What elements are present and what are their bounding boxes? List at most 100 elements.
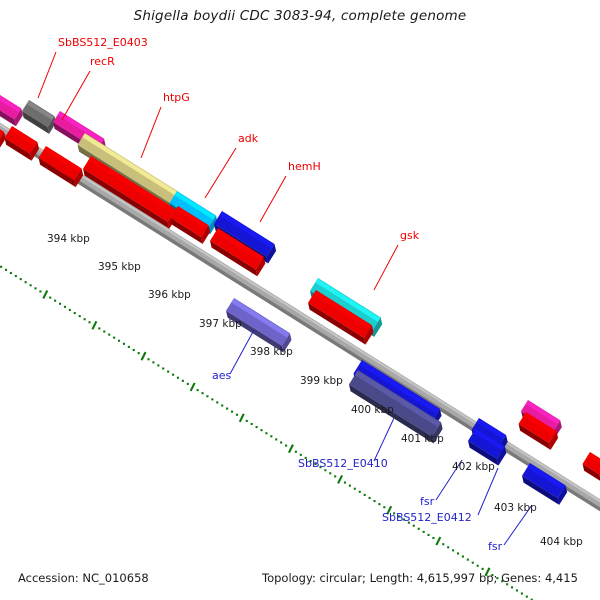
gene-bar-highlight (174, 191, 216, 220)
gene-red-d[interactable] (207, 228, 268, 277)
gene-red-gsk[interactable] (305, 290, 376, 345)
label-fsr-2[interactable]: fsr (488, 540, 503, 553)
gene-bar-highlight (26, 100, 54, 120)
ruler-minor-tick (319, 466, 322, 469)
ruler-minor-tick (383, 506, 386, 509)
ruler-minor-tick (29, 284, 32, 287)
gene-blue-fsr1[interactable] (465, 428, 509, 466)
ruler-major-tick (238, 413, 245, 423)
ruler-minor-tick (235, 413, 238, 416)
gene-bar-top-face (582, 452, 600, 475)
ruler-minor-tick (496, 577, 499, 580)
ruler-minor-tick (309, 459, 312, 463)
gene-bar-highlight (57, 111, 104, 143)
gene-label-leader-line (503, 504, 533, 546)
axis-highlight (0, 123, 600, 503)
ruler-minor-tick (4, 268, 8, 271)
ruler-minor-tick (275, 438, 278, 441)
ruler-minor-tick (358, 490, 361, 493)
gene-purple-aes[interactable] (223, 298, 294, 353)
ruler-minor-tick (226, 407, 229, 410)
ruler-minor-tick (530, 598, 533, 600)
ruler-tick-label: 395 kbp (98, 261, 141, 273)
gene-bar-bottom-face (308, 302, 366, 345)
gene-red-a[interactable] (0, 118, 8, 151)
gene-bar-highlight (0, 85, 21, 113)
ruler-minor-tick (270, 435, 273, 438)
ruler-minor-tick (206, 395, 209, 398)
gene-bar-top-face (310, 278, 381, 331)
label-fsr-1[interactable]: fsr (420, 495, 435, 508)
gene-bar-end-face (74, 168, 84, 188)
gene-blue-fsr2[interactable] (519, 463, 569, 505)
leader-layer (37, 51, 533, 546)
ruler-minor-tick (412, 524, 415, 527)
gene-bar-bottom-face (4, 137, 32, 161)
ruler-minor-tick (452, 549, 455, 552)
ruler-minor-tick (0, 265, 3, 268)
gene-purple-big[interactable] (346, 370, 445, 444)
gene-red-b[interactable] (2, 125, 42, 161)
ruler-minor-tick (265, 432, 268, 435)
label-recr[interactable]: recR (90, 55, 115, 68)
ruler-minor-tick (348, 484, 351, 487)
gene-bar-bottom-face (468, 440, 499, 466)
gene-bar-bottom-face (210, 240, 258, 277)
gene-bar-end-face (0, 131, 6, 151)
ruler-tick-label: 397 kbp (199, 318, 242, 330)
ruler-minor-tick (34, 287, 37, 290)
ruler-minor-tick (314, 463, 317, 466)
ruler-minor-tick (181, 379, 184, 382)
ruler-minor-tick (245, 419, 248, 422)
gene-label-leader-line (373, 417, 395, 462)
ruler-minor-tick (515, 589, 519, 592)
ruler-minor-tick (113, 336, 116, 339)
gene-bar-highlight (43, 146, 82, 173)
label-sbbs512-e0403[interactable]: SbBS512_E0403 (58, 36, 148, 49)
label-sbbs512-e0412[interactable]: SbBS512_E0412 (382, 511, 472, 524)
ruler-minor-tick (122, 342, 125, 345)
ruler-minor-tick (196, 389, 199, 392)
label-adk[interactable]: adk (238, 132, 259, 145)
ruler-minor-tick (398, 515, 401, 518)
gene-bar-top-face (308, 290, 372, 338)
gene-red-edge[interactable] (580, 452, 600, 482)
gene-red-e[interactable] (516, 412, 561, 450)
label-sbbs512-e0410[interactable]: SbBS512_E0410 (298, 457, 388, 470)
gene-gray-1[interactable] (19, 100, 58, 134)
ruler-minor-tick (186, 382, 189, 385)
ruler-minor-tick (407, 521, 410, 524)
ruler-major-tick (42, 290, 49, 299)
ruler-minor-tick (422, 530, 425, 533)
gene-bar-highlight (354, 370, 441, 428)
page-title: Shigella boydii CDC 3083-94, complete ge… (133, 8, 467, 24)
gene-bar-highlight (525, 400, 560, 425)
gene-bar-highlight (315, 278, 381, 322)
ruler-minor-tick (525, 595, 528, 598)
ruler-major-tick (484, 567, 491, 577)
label-hemh[interactable]: hemH (288, 160, 321, 173)
gene-bar-highlight (587, 452, 600, 467)
ruler-minor-tick (108, 333, 111, 336)
gene-red-long[interactable] (80, 156, 180, 229)
ruler-minor-tick (176, 376, 180, 379)
label-gsk[interactable]: gsk (400, 229, 420, 242)
ruler-tick-label: 394 kbp (47, 233, 90, 245)
gene-bar-top-face (214, 211, 275, 257)
ruler-minor-tick (147, 358, 150, 361)
gene-bar-top-face (522, 463, 566, 499)
gene-bar-bottom-face (38, 157, 76, 188)
ruler-minor-tick (117, 339, 121, 342)
label-aes[interactable]: aes (212, 369, 232, 382)
gene-red-c[interactable] (168, 206, 213, 244)
ruler-minor-tick (442, 543, 445, 546)
gene-red-recR[interactable] (36, 146, 86, 188)
gene-bar-bottom-face (348, 384, 434, 444)
gene-magenta-1[interactable] (0, 85, 26, 127)
ruler-minor-tick (98, 327, 101, 330)
gene-bar-top-face (170, 206, 209, 237)
ruler-tick-label: 400 kbp (351, 404, 394, 416)
ruler-minor-tick (471, 561, 474, 564)
label-htpg[interactable]: htpG (163, 91, 190, 104)
